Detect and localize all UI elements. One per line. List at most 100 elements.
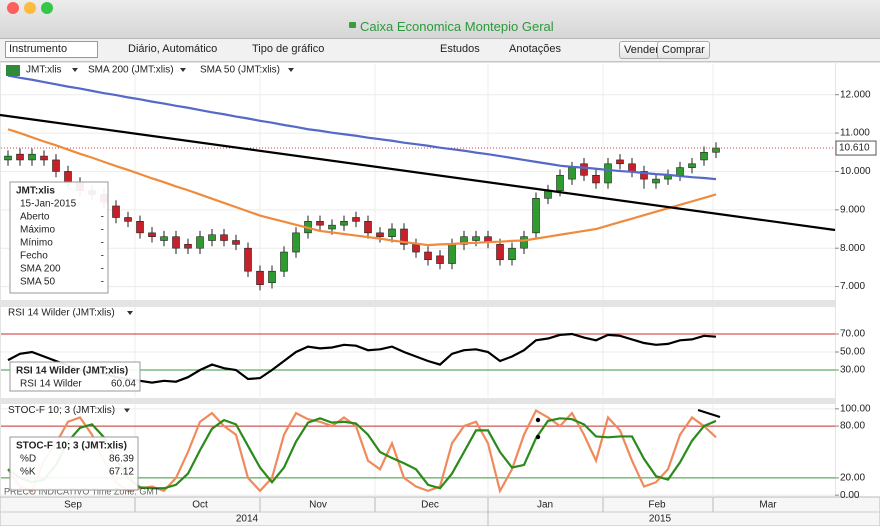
info-value: - [101, 277, 104, 288]
info-label: Aberto [20, 212, 50, 223]
month-label: Mar [759, 500, 777, 511]
y-tick-label: 7.000 [840, 281, 865, 292]
candle-body [580, 163, 588, 176]
y-axis-strip [836, 63, 880, 497]
dropdown-arrow [288, 68, 294, 72]
dropdown-arrow [180, 68, 186, 72]
month-label: Nov [309, 500, 327, 511]
candle-body [28, 153, 36, 161]
info-value: - [101, 238, 104, 249]
candle-body [556, 174, 564, 191]
y-tick-label: 8.000 [840, 243, 865, 254]
y-tick-label: 12.000 [840, 89, 871, 100]
candle-body [148, 232, 156, 237]
info-value: 86.39 [109, 454, 134, 465]
y-tick-label: 0.00 [840, 490, 860, 501]
footer-note: PRECO INDICATIVO Time Zone: GMT [4, 486, 160, 496]
info-value: 67.12 [109, 467, 134, 478]
info-title: RSI 14 Wilder (JMT:xlis) [16, 366, 128, 377]
info-label: %D [20, 454, 36, 465]
panel-title: JMT:xlis [26, 65, 62, 76]
candle-body [412, 244, 420, 253]
candle-body [676, 167, 684, 176]
candle-body [232, 240, 240, 245]
y-tick-label: 20.00 [840, 473, 865, 484]
y-tick-label: 30.00 [840, 365, 865, 376]
candle-body [316, 221, 324, 226]
candle-body [244, 247, 252, 272]
candle-body [520, 236, 528, 249]
candle-body [568, 167, 576, 180]
candle-body [160, 236, 168, 241]
candle-body [448, 244, 456, 264]
plot-candlestick [1, 74, 835, 291]
info-box [9, 361, 141, 392]
annotation-dot [535, 434, 541, 440]
y-tick-label: 10.000 [840, 166, 871, 177]
y-tick-label: 70.00 [840, 329, 865, 340]
panel-title: RSI 14 Wilder (JMT:xlis) [8, 308, 115, 319]
year-label: 2014 [236, 514, 259, 525]
annotations-menu[interactable]: Anotações [509, 43, 561, 55]
close-button[interactable] [7, 2, 19, 14]
candle-body [628, 163, 636, 172]
candle-body [124, 217, 132, 222]
info-title: STOC-F 10; 3 (JMT:xlis) [16, 441, 127, 452]
month-label: Sep [64, 500, 82, 511]
dropdown-arrow [72, 68, 78, 72]
plot-layer [1, 64, 835, 500]
y-tick-label: 100.00 [840, 403, 871, 414]
series-line [7, 74, 717, 181]
info-value: - [101, 225, 104, 236]
candle-body [352, 217, 360, 222]
candle-body [652, 178, 660, 184]
candle-body [340, 221, 348, 226]
candle-body [64, 171, 72, 184]
candle-body [16, 153, 24, 161]
y-tick-label: 80.00 [840, 421, 865, 432]
info-box [9, 181, 109, 294]
candle-body [400, 228, 408, 245]
chart-type-menu[interactable]: Tipo de gráfico [252, 43, 325, 55]
candle-body [196, 236, 204, 249]
candle-body [52, 159, 60, 172]
info-box [9, 436, 139, 491]
symbol-icon [6, 65, 20, 76]
candle-body [460, 236, 468, 245]
buy-button[interactable]: Comprar [657, 41, 710, 59]
candle-body [604, 163, 612, 184]
info-label: Mínimo [20, 238, 53, 249]
candle-body [376, 232, 384, 237]
period-menu[interactable]: Diário, Automático [128, 43, 218, 55]
sell-button[interactable]: Vender [619, 41, 664, 59]
last-price-label: 10.610 [839, 143, 870, 154]
info-value: - [101, 212, 104, 223]
candle-body [328, 224, 336, 230]
candle-body [592, 174, 600, 184]
info-label: SMA 200 [20, 264, 61, 275]
candle-body [208, 234, 216, 241]
candle-body [688, 163, 696, 168]
instrument-input[interactable]: Instrumento [5, 41, 98, 58]
month-label: Jan [537, 500, 553, 511]
studies-menu[interactable]: Estudos [440, 43, 480, 55]
info-value: 60.04 [111, 379, 136, 390]
candle-body [40, 155, 48, 161]
y-tick-label: 9.000 [840, 204, 865, 215]
candle-body [496, 244, 504, 261]
panel-title: STOC-F 10; 3 (JMT:xlis) [8, 405, 115, 416]
info-value: - [101, 264, 104, 275]
candle-body [268, 270, 276, 284]
series-line [7, 128, 717, 247]
y-tick-label: 50.00 [840, 347, 865, 358]
candle-body [712, 147, 720, 153]
info-label: SMA 50 [20, 277, 55, 288]
candle-body [388, 228, 396, 237]
zoom-button[interactable] [41, 2, 53, 14]
last-price-box [835, 140, 877, 156]
legend-entry: SMA 200 (JMT:xlis) [88, 65, 174, 76]
info-title: JMT:xlis [16, 186, 55, 197]
candle-body [220, 234, 228, 241]
minimize-button[interactable] [24, 2, 36, 14]
